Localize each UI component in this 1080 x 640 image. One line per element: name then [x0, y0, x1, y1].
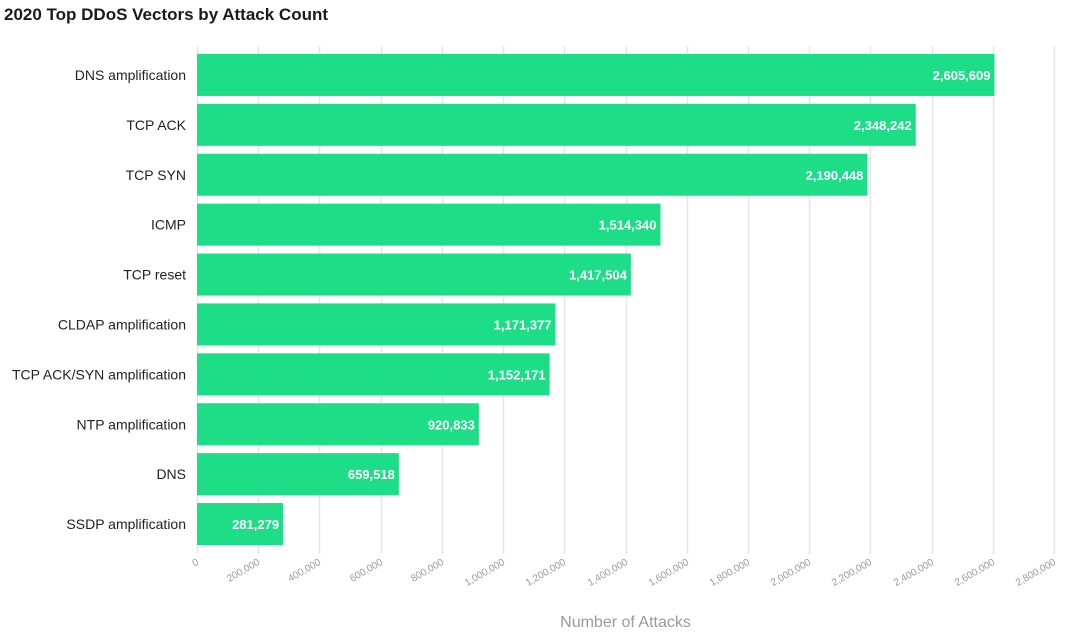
- category-label: TCP ACK: [126, 117, 186, 133]
- category-label: TCP reset: [123, 267, 186, 283]
- bar: [197, 103, 916, 146]
- x-tick-label: 1,800,000: [708, 557, 752, 589]
- x-tick-label: 2,400,000: [892, 557, 936, 589]
- category-label: DNS amplification: [75, 67, 186, 83]
- bar: [197, 503, 284, 546]
- category-label: ICMP: [151, 217, 186, 233]
- bar: [197, 403, 479, 446]
- x-tick-label: 800,000: [409, 557, 446, 585]
- bar-value-label: 1,417,504: [569, 268, 628, 283]
- x-tick-label: 2,200,000: [830, 557, 874, 589]
- x-axis-title: Number of Attacks: [560, 614, 691, 631]
- bar: [197, 353, 550, 396]
- category-label: CLDAP amplification: [58, 316, 186, 332]
- bar: [197, 153, 868, 196]
- x-tick-label: 1,200,000: [524, 557, 568, 589]
- category-label: NTP amplification: [77, 416, 186, 432]
- category-label: TCP SYN: [126, 167, 186, 183]
- x-tick-label: 2,800,000: [1014, 557, 1058, 589]
- x-tick-label: 400,000: [286, 557, 323, 585]
- chart-title: 2020 Top DDoS Vectors by Attack Count: [4, 5, 329, 24]
- bar-value-label: 2,190,448: [806, 168, 864, 183]
- bar-value-label: 2,348,242: [854, 118, 912, 133]
- x-tick-label: 1,400,000: [586, 557, 630, 589]
- bar-value-label: 281,279: [232, 517, 279, 532]
- x-tick-label: 0: [191, 557, 202, 570]
- bar-value-label: 1,152,171: [488, 367, 546, 382]
- category-labels: DNS amplification TCP ACK TCP SYN ICMP TCP r…: [12, 67, 187, 532]
- x-tick-label: 2,600,000: [953, 557, 997, 589]
- bar-value-label: 1,514,340: [599, 218, 657, 233]
- bar: [197, 303, 556, 346]
- bar: [197, 53, 995, 96]
- bar-value-label: 920,833: [428, 417, 475, 432]
- bar-value-label: 659,518: [348, 467, 395, 482]
- category-label: DNS: [156, 466, 186, 482]
- category-label: SSDP amplification: [66, 516, 186, 532]
- x-tick-label: 2,000,000: [769, 557, 813, 589]
- bar: [197, 453, 399, 496]
- x-axis-ticks: 0 200,000 400,000 600,000 800,000 1,000,000 1,…: [191, 557, 1059, 589]
- bar-value-label: 1,171,377: [494, 317, 552, 332]
- bars: 2,605,609 2,348,242 2,190,448 1,514,340 1,41…: [197, 53, 995, 546]
- x-tick-label: 1,600,000: [647, 557, 691, 589]
- bar: [197, 203, 661, 246]
- x-tick-label: 600,000: [348, 557, 385, 585]
- bar-value-label: 2,605,609: [933, 68, 991, 83]
- bar: [197, 253, 631, 296]
- category-label: TCP ACK/SYN amplification: [12, 366, 186, 382]
- x-tick-label: 200,000: [225, 557, 262, 585]
- x-tick-label: 1,000,000: [463, 557, 507, 589]
